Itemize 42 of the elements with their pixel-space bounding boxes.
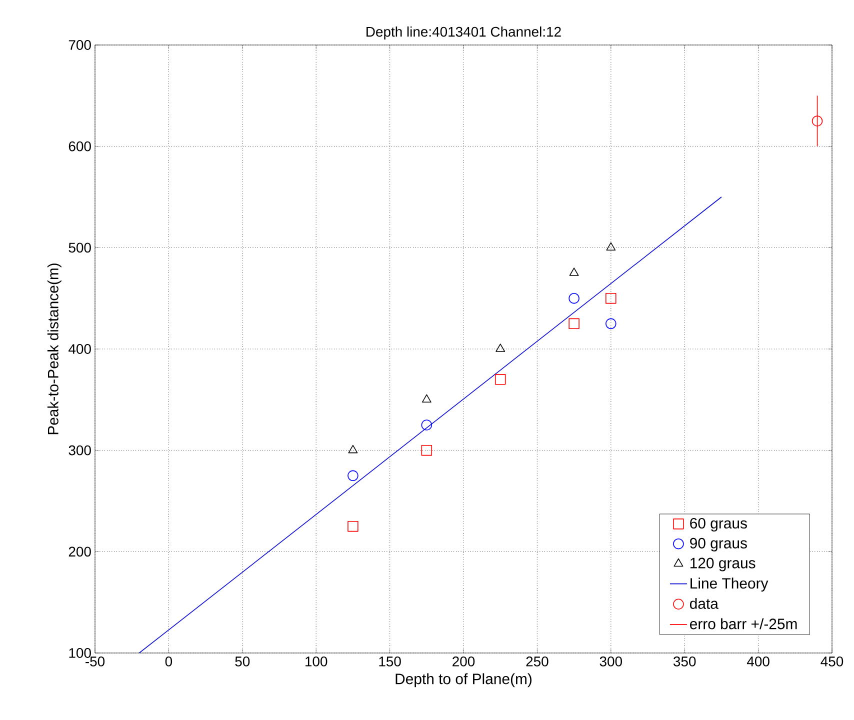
point [606, 292, 616, 304]
point [421, 420, 432, 430]
point [421, 444, 432, 456]
x-tick-label: 0 [165, 656, 172, 666]
y-tick-label: 100 [69, 648, 91, 658]
point [348, 444, 358, 454]
y-tick-label: 700 [68, 40, 91, 50]
point [606, 242, 616, 251]
x-tick-label: 450 [820, 656, 844, 666]
x-tick-label: 200 [452, 656, 475, 666]
legend-label: Line Theory [690, 578, 768, 592]
point [568, 318, 580, 330]
x-tick-label: 300 [600, 656, 622, 666]
point [348, 520, 358, 532]
point [422, 394, 432, 403]
y-tick-label: 400 [68, 344, 91, 354]
chart-title: Depth line:4013401 Channel:12 [366, 26, 561, 40]
point [606, 318, 616, 330]
point [568, 292, 580, 304]
y-tick-label: 600 [68, 141, 91, 152]
point [812, 116, 823, 126]
x-tick-label: 100 [306, 656, 328, 666]
y-tick-label: 500 [68, 242, 91, 253]
x-tick-label: 50 [235, 656, 250, 666]
point [494, 374, 506, 385]
y-axis-title: Peak-to-Peak distance(m) [47, 264, 62, 434]
legend-label: 60 graus [690, 518, 747, 532]
legend-label: data [690, 598, 718, 609]
point [569, 268, 579, 276]
x-tick-label: -50 [86, 656, 105, 666]
x-tick-label: 400 [746, 656, 770, 666]
y-tick-label: 300 [68, 445, 91, 456]
x-tick-label: 150 [379, 656, 401, 666]
legend-label: erro barr +/-25m [690, 618, 797, 630]
x-tick-label: 250 [526, 656, 548, 666]
x-axis-title: Depth to of Plane(m) [396, 673, 532, 688]
point [348, 470, 358, 482]
legend-label: 120 graus [690, 558, 756, 572]
point [496, 344, 506, 352]
y-tick-label: 200 [68, 546, 91, 557]
x-tick-label: 350 [674, 656, 696, 666]
legend-label: 90 graus [690, 538, 747, 552]
